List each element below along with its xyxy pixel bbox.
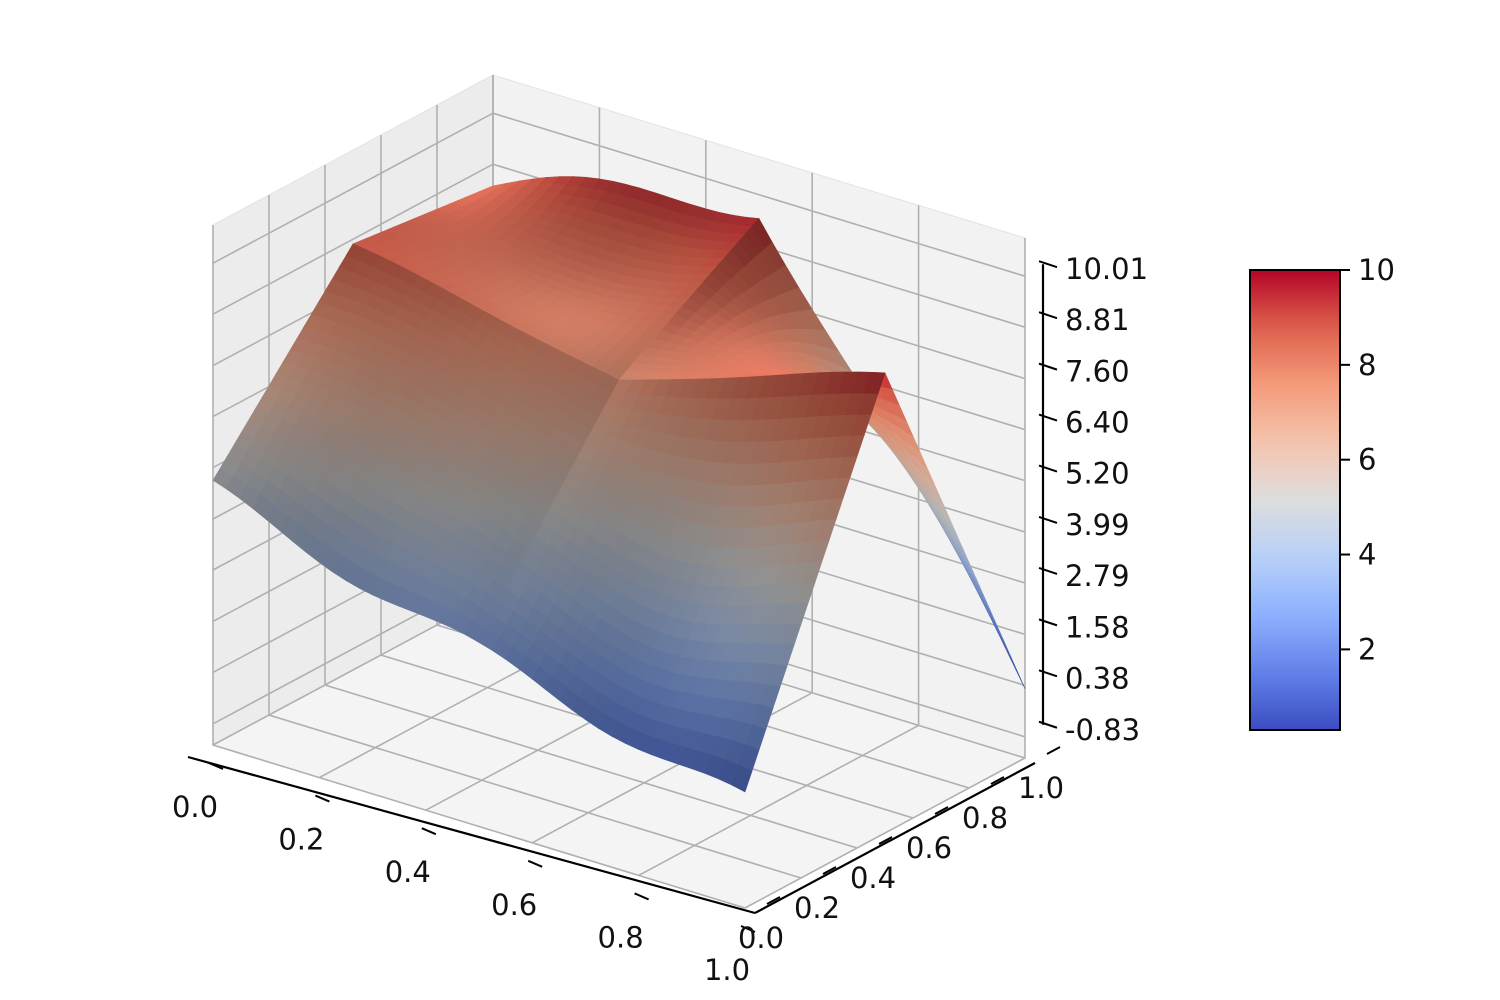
x-tick-label: 0.4 <box>385 855 431 889</box>
grid-line-z <box>212 112 1026 277</box>
y-tick-label: 0.0 <box>738 921 784 955</box>
z-tick-label: 3.99 <box>1065 508 1130 542</box>
z-tick-label: 6.40 <box>1065 406 1130 440</box>
z-tick-label: 10.01 <box>1065 252 1148 286</box>
z-tick-label: 5.20 <box>1065 457 1130 491</box>
colorbar-tick-label: 2 <box>1358 632 1376 666</box>
z-tick <box>1038 618 1058 627</box>
colorbar-tick-label: 10 <box>1358 253 1395 287</box>
z-tick-label: 0.38 <box>1065 661 1130 695</box>
y-tick-label: 0.6 <box>906 831 952 865</box>
grid-line-z <box>212 163 1026 328</box>
axis-lines <box>187 264 1045 915</box>
z-tick <box>1038 516 1058 524</box>
colorbar-tick-label: 8 <box>1358 348 1376 382</box>
grid-line-y <box>212 225 746 909</box>
z-tick <box>1038 720 1058 729</box>
colorbar-tick-label: 4 <box>1358 538 1376 572</box>
z-tick <box>1038 567 1058 575</box>
y-tick-label: 1.0 <box>1018 771 1064 805</box>
y-tick-label: 0.4 <box>850 861 896 895</box>
x-tick <box>208 762 224 770</box>
x-tick <box>634 892 649 901</box>
z-tick-label: 2.79 <box>1065 559 1130 593</box>
x-tick-label: 1.0 <box>704 953 750 987</box>
y-tick <box>766 896 781 905</box>
z-tick <box>1038 362 1058 371</box>
surface-mesh <box>212 176 1026 793</box>
z-tick-label: 7.60 <box>1065 355 1130 389</box>
colorbar-fill <box>1249 269 1341 731</box>
x-tick <box>527 859 543 868</box>
z-tick <box>1038 464 1058 473</box>
x-tick <box>740 925 756 933</box>
y-tick <box>990 776 1005 785</box>
x-axis-line <box>187 755 756 915</box>
z-tick-label: -0.83 <box>1065 713 1140 747</box>
y-tick-label: 0.2 <box>794 891 840 925</box>
surface-patch <box>731 764 753 793</box>
z-tick-label: 8.81 <box>1065 303 1130 337</box>
x-tick-label: 0.6 <box>491 888 537 922</box>
z-tick <box>1038 260 1058 269</box>
colorbar: 2 4 6 8 10 <box>1249 253 1395 731</box>
x-tick <box>315 794 330 803</box>
y-tick <box>1046 746 1061 755</box>
x-tick-label: 0.8 <box>598 920 644 954</box>
y-tick <box>822 866 837 875</box>
x-tick <box>421 827 437 836</box>
x-tick-label: 0.0 <box>172 790 218 824</box>
y-tick <box>878 836 893 845</box>
y-tick <box>934 806 949 815</box>
z-tick-label: 1.58 <box>1065 610 1130 644</box>
z-tick <box>1038 669 1058 678</box>
z-tick <box>1038 413 1058 422</box>
colorbar-tick-label: 6 <box>1358 443 1376 477</box>
y-axis-line <box>754 762 1036 914</box>
axis-ticks: 0.00.20.40.60.81.00.00.20.40.60.81.0-0.8… <box>172 252 1148 987</box>
y-tick-label: 0.8 <box>962 801 1008 835</box>
grid-line-y <box>268 195 802 879</box>
x-tick-label: 0.2 <box>278 823 324 857</box>
z-tick <box>1038 311 1058 320</box>
